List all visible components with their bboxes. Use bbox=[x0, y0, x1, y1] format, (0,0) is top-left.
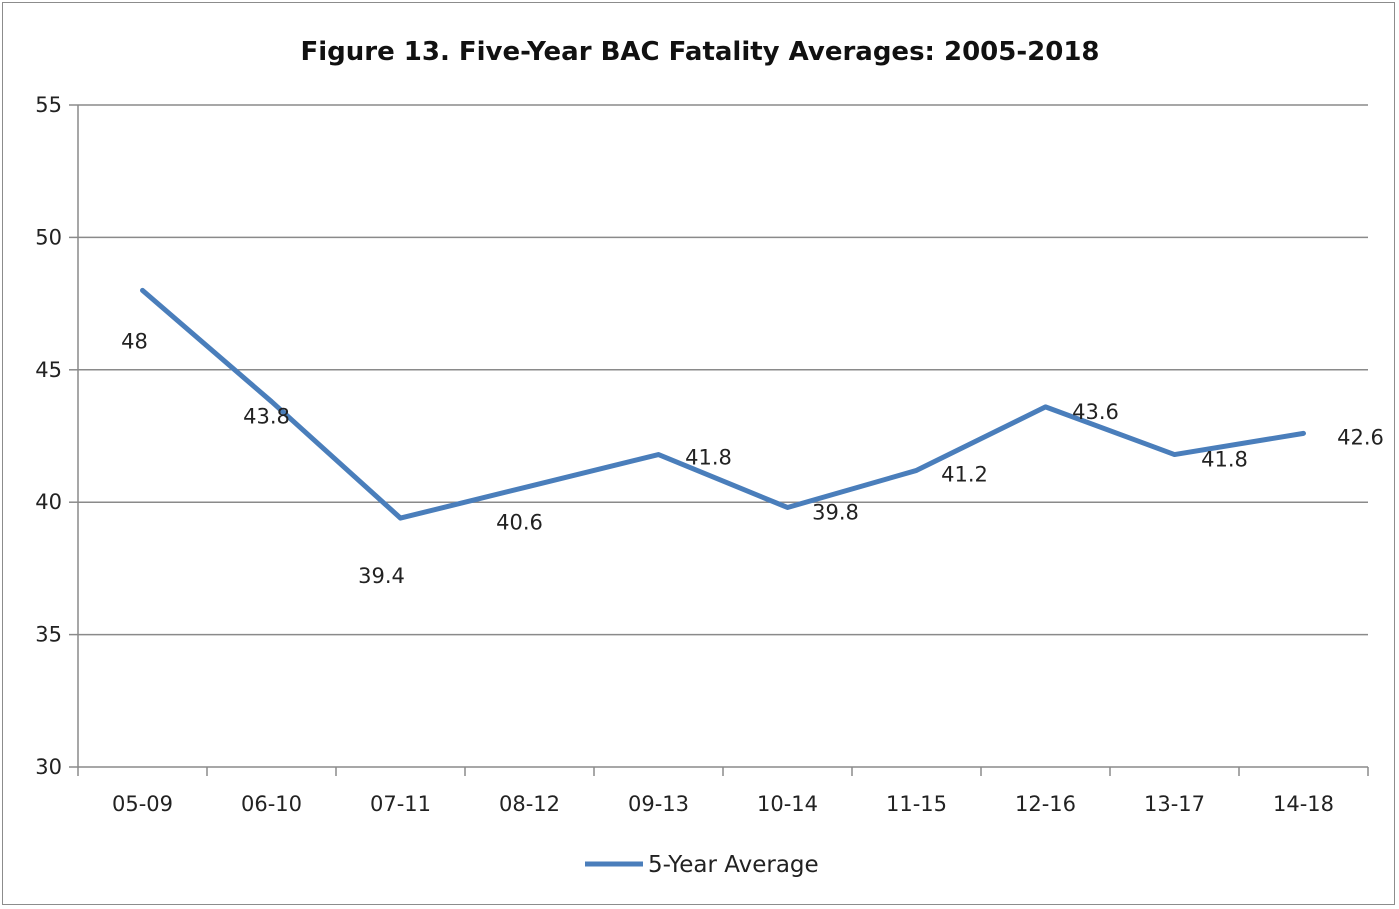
data-label-13-17: 41.8 bbox=[1201, 448, 1248, 472]
x-tick-label-07-11: 07-11 bbox=[370, 792, 431, 816]
y-tick-label-50: 50 bbox=[35, 225, 62, 249]
data-label-07-11: 39.4 bbox=[358, 564, 405, 588]
data-label-14-18: 42.6 bbox=[1337, 425, 1384, 449]
chart-title: Figure 13. Five-Year BAC Fatality Averag… bbox=[300, 37, 1099, 67]
gridlines bbox=[78, 104, 1368, 636]
x-tick-label-12-16: 12-16 bbox=[1015, 792, 1076, 816]
data-label-05-09: 48 bbox=[121, 329, 148, 353]
x-tick-label-13-17: 13-17 bbox=[1144, 792, 1205, 816]
x-axis-ticks: 05-09 06-10 07-11 08-12 09-13 10-14 11-15 12-16… bbox=[77, 767, 1369, 816]
data-label-12-16: 43.6 bbox=[1072, 400, 1119, 424]
x-tick-label-06-10: 06-10 bbox=[241, 792, 302, 816]
y-tick-label-40: 40 bbox=[35, 490, 62, 514]
x-tick-label-10-14: 10-14 bbox=[757, 792, 818, 816]
legend-label-5-year-average: 5-Year Average bbox=[648, 852, 819, 878]
legend: 5-Year Average bbox=[585, 852, 819, 878]
axes bbox=[77, 105, 1368, 768]
data-label-08-12: 40.6 bbox=[496, 510, 543, 534]
data-label-06-10: 43.8 bbox=[243, 405, 290, 429]
x-tick-label-14-18: 14-18 bbox=[1273, 792, 1334, 816]
series-line-5-year-average bbox=[140, 287, 1306, 521]
data-label-11-15: 41.2 bbox=[941, 462, 988, 486]
x-tick-label-09-13: 09-13 bbox=[628, 792, 689, 816]
y-tick-label-35: 35 bbox=[35, 623, 62, 647]
y-axis-ticks: 30 35 40 45 50 55 bbox=[35, 93, 78, 779]
data-label-10-14: 39.8 bbox=[812, 500, 859, 524]
y-tick-label-55: 55 bbox=[35, 93, 62, 117]
y-tick-label-30: 30 bbox=[35, 755, 62, 779]
x-tick-label-05-09: 05-09 bbox=[112, 792, 173, 816]
data-labels: 48 43.8 39.4 40.6 41.8 39.8 41.2 43.6 41.8 42.6 bbox=[121, 329, 1384, 588]
data-label-09-13: 41.8 bbox=[685, 446, 732, 470]
x-tick-label-11-15: 11-15 bbox=[886, 792, 947, 816]
y-tick-label-45: 45 bbox=[35, 358, 62, 382]
x-tick-label-08-12: 08-12 bbox=[499, 792, 560, 816]
series-lines bbox=[140, 287, 1306, 521]
